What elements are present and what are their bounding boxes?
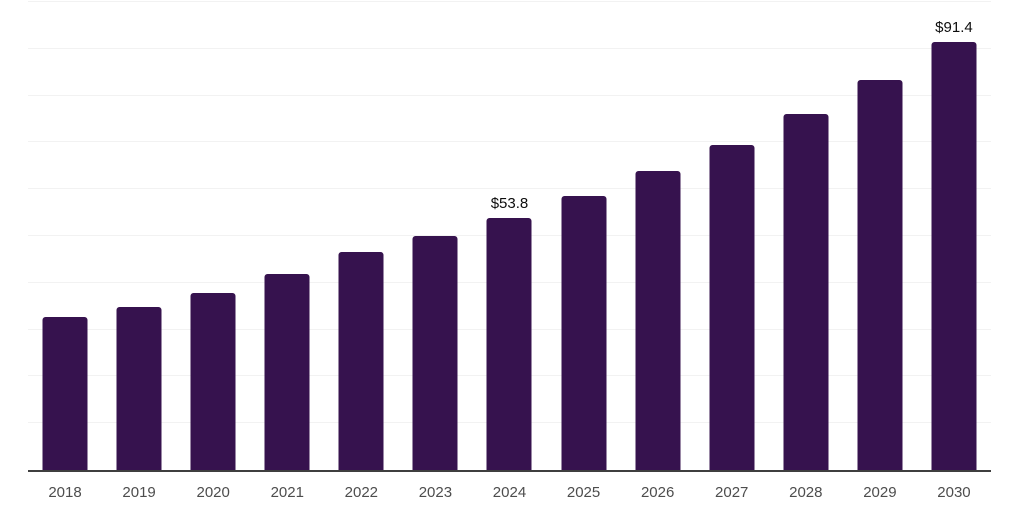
x-tick-label-2024: 2024	[492, 484, 527, 501]
gridline	[28, 1, 991, 2]
bar-2028	[783, 113, 829, 470]
x-axis-line	[28, 470, 991, 472]
bar-band-2026	[621, 2, 695, 470]
x-tick-label-2028: 2028	[789, 484, 823, 501]
bar-band-2023	[398, 2, 472, 470]
data-label-2024: $53.8	[490, 195, 529, 213]
bar-2020	[190, 293, 236, 470]
bar-band-2030: $91.4	[917, 2, 991, 470]
x-tick-label-2020: 2020	[196, 484, 230, 501]
bar-band-2021	[250, 2, 324, 470]
bar-2021	[264, 273, 310, 470]
bar-band-2024: $53.8	[472, 2, 546, 470]
x-tick-label-2029: 2029	[863, 484, 897, 501]
gridline	[28, 141, 991, 143]
bar-2022	[338, 252, 384, 470]
x-tick-label-2027: 2027	[715, 484, 749, 501]
bar-band-2029	[843, 2, 917, 470]
bar-2019	[116, 306, 162, 470]
bar-2029	[857, 79, 903, 470]
x-tick-label-2021: 2021	[270, 484, 304, 501]
bar-band-2025	[547, 2, 621, 470]
bar-band-2018	[28, 2, 102, 470]
x-tick-label-2026: 2026	[640, 484, 675, 501]
x-axis-labels: 2018 2019 2020 2021 2022 2023 2024 2025 2026 2027…	[28, 482, 991, 504]
x-tick-label-2019: 2019	[122, 484, 156, 501]
x-tick-label-2023: 2023	[418, 484, 453, 501]
gridline	[28, 94, 991, 96]
bar-2018	[42, 316, 88, 470]
x-tick-label-2025: 2025	[566, 484, 601, 501]
bar-2025	[561, 196, 607, 470]
bar-2023	[412, 236, 458, 470]
x-tick-label-2018: 2018	[48, 484, 82, 501]
bar-band-2028	[769, 2, 843, 470]
bar-band-2019	[102, 2, 176, 470]
bar-2026	[635, 171, 681, 470]
bar-2030	[931, 42, 977, 470]
gridline	[28, 188, 991, 190]
bar-band-2022	[324, 2, 398, 470]
bar-2027	[709, 145, 755, 470]
data-label-2030: $91.4	[935, 19, 973, 37]
bar-band-2020	[176, 2, 250, 470]
gridline	[28, 47, 991, 49]
bar-band-2027	[695, 2, 769, 470]
x-tick-label-2030: 2030	[937, 484, 971, 501]
bar-2024	[486, 218, 532, 470]
x-tick-label-2022: 2022	[344, 484, 379, 501]
plot-area: $53.8 $91.4	[28, 1, 991, 472]
